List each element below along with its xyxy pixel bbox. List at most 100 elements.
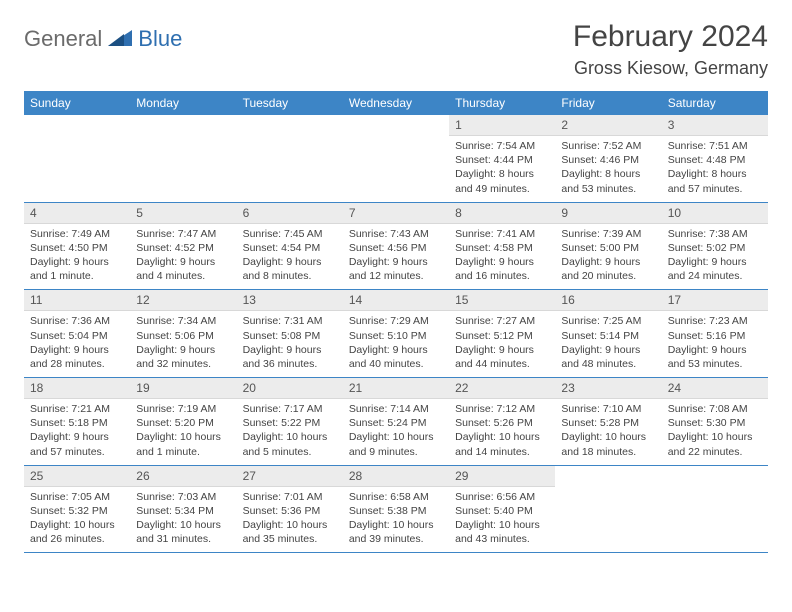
calendar-week-row: 1Sunrise: 7:54 AMSunset: 4:44 PMDaylight… bbox=[24, 115, 768, 202]
title-block: February 2024 Gross Kiesow, Germany bbox=[573, 20, 768, 79]
day-number-empty bbox=[130, 115, 236, 134]
calendar-day-cell: 9Sunrise: 7:39 AMSunset: 5:00 PMDaylight… bbox=[555, 202, 661, 290]
day-details: Sunrise: 7:49 AMSunset: 4:50 PMDaylight:… bbox=[24, 224, 130, 290]
day-number: 6 bbox=[237, 203, 343, 224]
calendar-day-cell: 12Sunrise: 7:34 AMSunset: 5:06 PMDayligh… bbox=[130, 290, 236, 378]
day-number: 12 bbox=[130, 290, 236, 311]
sunrise-text: Sunrise: 7:54 AM bbox=[455, 139, 549, 153]
sunset-text: Sunset: 5:24 PM bbox=[349, 416, 443, 430]
calendar-day-cell: 29Sunrise: 6:56 AMSunset: 5:40 PMDayligh… bbox=[449, 465, 555, 553]
calendar-day-cell bbox=[237, 115, 343, 202]
sunset-text: Sunset: 5:36 PM bbox=[243, 504, 337, 518]
day-details: Sunrise: 7:29 AMSunset: 5:10 PMDaylight:… bbox=[343, 311, 449, 377]
daylight-text: Daylight: 9 hours and 48 minutes. bbox=[561, 343, 655, 371]
day-details: Sunrise: 7:12 AMSunset: 5:26 PMDaylight:… bbox=[449, 399, 555, 465]
day-header: Tuesday bbox=[237, 91, 343, 115]
calendar-day-cell: 27Sunrise: 7:01 AMSunset: 5:36 PMDayligh… bbox=[237, 465, 343, 553]
day-details: Sunrise: 7:36 AMSunset: 5:04 PMDaylight:… bbox=[24, 311, 130, 377]
day-details: Sunrise: 6:56 AMSunset: 5:40 PMDaylight:… bbox=[449, 487, 555, 553]
calendar-day-cell bbox=[662, 465, 768, 553]
daylight-text: Daylight: 10 hours and 43 minutes. bbox=[455, 518, 549, 546]
sunset-text: Sunset: 4:54 PM bbox=[243, 241, 337, 255]
day-header: Wednesday bbox=[343, 91, 449, 115]
calendar-day-cell bbox=[343, 115, 449, 202]
day-details: Sunrise: 7:17 AMSunset: 5:22 PMDaylight:… bbox=[237, 399, 343, 465]
sunrise-text: Sunrise: 7:51 AM bbox=[668, 139, 762, 153]
day-number-empty bbox=[555, 466, 661, 485]
daylight-text: Daylight: 9 hours and 24 minutes. bbox=[668, 255, 762, 283]
sunrise-text: Sunrise: 7:23 AM bbox=[668, 314, 762, 328]
day-details: Sunrise: 7:19 AMSunset: 5:20 PMDaylight:… bbox=[130, 399, 236, 465]
sunrise-text: Sunrise: 7:19 AM bbox=[136, 402, 230, 416]
day-number: 13 bbox=[237, 290, 343, 311]
day-details: Sunrise: 7:34 AMSunset: 5:06 PMDaylight:… bbox=[130, 311, 236, 377]
sunrise-text: Sunrise: 7:10 AM bbox=[561, 402, 655, 416]
sunrise-text: Sunrise: 7:29 AM bbox=[349, 314, 443, 328]
daylight-text: Daylight: 9 hours and 28 minutes. bbox=[30, 343, 124, 371]
sunset-text: Sunset: 4:44 PM bbox=[455, 153, 549, 167]
sunset-text: Sunset: 5:20 PM bbox=[136, 416, 230, 430]
sunset-text: Sunset: 5:04 PM bbox=[30, 329, 124, 343]
calendar-day-cell: 11Sunrise: 7:36 AMSunset: 5:04 PMDayligh… bbox=[24, 290, 130, 378]
day-number: 24 bbox=[662, 378, 768, 399]
calendar-day-cell: 8Sunrise: 7:41 AMSunset: 4:58 PMDaylight… bbox=[449, 202, 555, 290]
day-header: Saturday bbox=[662, 91, 768, 115]
day-details: Sunrise: 7:05 AMSunset: 5:32 PMDaylight:… bbox=[24, 487, 130, 553]
sunset-text: Sunset: 5:40 PM bbox=[455, 504, 549, 518]
logo-text-general: General bbox=[24, 26, 102, 52]
sunset-text: Sunset: 5:32 PM bbox=[30, 504, 124, 518]
daylight-text: Daylight: 9 hours and 36 minutes. bbox=[243, 343, 337, 371]
calendar-day-cell: 23Sunrise: 7:10 AMSunset: 5:28 PMDayligh… bbox=[555, 378, 661, 466]
daylight-text: Daylight: 10 hours and 35 minutes. bbox=[243, 518, 337, 546]
calendar-week-row: 4Sunrise: 7:49 AMSunset: 4:50 PMDaylight… bbox=[24, 202, 768, 290]
calendar-day-cell: 14Sunrise: 7:29 AMSunset: 5:10 PMDayligh… bbox=[343, 290, 449, 378]
sunset-text: Sunset: 5:30 PM bbox=[668, 416, 762, 430]
sunset-text: Sunset: 5:18 PM bbox=[30, 416, 124, 430]
day-details: Sunrise: 7:31 AMSunset: 5:08 PMDaylight:… bbox=[237, 311, 343, 377]
calendar-day-cell: 24Sunrise: 7:08 AMSunset: 5:30 PMDayligh… bbox=[662, 378, 768, 466]
day-details: Sunrise: 7:52 AMSunset: 4:46 PMDaylight:… bbox=[555, 136, 661, 202]
sunrise-text: Sunrise: 7:52 AM bbox=[561, 139, 655, 153]
calendar-day-cell: 16Sunrise: 7:25 AMSunset: 5:14 PMDayligh… bbox=[555, 290, 661, 378]
daylight-text: Daylight: 10 hours and 1 minute. bbox=[136, 430, 230, 458]
day-number-empty bbox=[662, 466, 768, 485]
calendar-day-cell: 19Sunrise: 7:19 AMSunset: 5:20 PMDayligh… bbox=[130, 378, 236, 466]
sunrise-text: Sunrise: 7:31 AM bbox=[243, 314, 337, 328]
day-number: 27 bbox=[237, 466, 343, 487]
day-details: Sunrise: 7:54 AMSunset: 4:44 PMDaylight:… bbox=[449, 136, 555, 202]
day-number: 14 bbox=[343, 290, 449, 311]
sunset-text: Sunset: 4:58 PM bbox=[455, 241, 549, 255]
sunrise-text: Sunrise: 6:58 AM bbox=[349, 490, 443, 504]
calendar-day-cell: 4Sunrise: 7:49 AMSunset: 4:50 PMDaylight… bbox=[24, 202, 130, 290]
day-details: Sunrise: 7:38 AMSunset: 5:02 PMDaylight:… bbox=[662, 224, 768, 290]
day-header: Thursday bbox=[449, 91, 555, 115]
sunrise-text: Sunrise: 7:36 AM bbox=[30, 314, 124, 328]
sunrise-text: Sunrise: 7:41 AM bbox=[455, 227, 549, 241]
sunrise-text: Sunrise: 7:05 AM bbox=[30, 490, 124, 504]
day-number: 25 bbox=[24, 466, 130, 487]
calendar-day-cell: 5Sunrise: 7:47 AMSunset: 4:52 PMDaylight… bbox=[130, 202, 236, 290]
day-number: 3 bbox=[662, 115, 768, 136]
calendar-day-cell: 22Sunrise: 7:12 AMSunset: 5:26 PMDayligh… bbox=[449, 378, 555, 466]
sunrise-text: Sunrise: 7:47 AM bbox=[136, 227, 230, 241]
day-number: 5 bbox=[130, 203, 236, 224]
sunset-text: Sunset: 5:00 PM bbox=[561, 241, 655, 255]
daylight-text: Daylight: 10 hours and 5 minutes. bbox=[243, 430, 337, 458]
calendar-day-cell bbox=[555, 465, 661, 553]
sunrise-text: Sunrise: 7:25 AM bbox=[561, 314, 655, 328]
day-number: 9 bbox=[555, 203, 661, 224]
calendar-day-cell: 17Sunrise: 7:23 AMSunset: 5:16 PMDayligh… bbox=[662, 290, 768, 378]
sunset-text: Sunset: 5:26 PM bbox=[455, 416, 549, 430]
calendar-day-cell: 2Sunrise: 7:52 AMSunset: 4:46 PMDaylight… bbox=[555, 115, 661, 202]
day-header-row: SundayMondayTuesdayWednesdayThursdayFrid… bbox=[24, 91, 768, 115]
day-details: Sunrise: 7:27 AMSunset: 5:12 PMDaylight:… bbox=[449, 311, 555, 377]
sunset-text: Sunset: 5:14 PM bbox=[561, 329, 655, 343]
sunset-text: Sunset: 4:46 PM bbox=[561, 153, 655, 167]
day-details: Sunrise: 7:14 AMSunset: 5:24 PMDaylight:… bbox=[343, 399, 449, 465]
sunrise-text: Sunrise: 7:39 AM bbox=[561, 227, 655, 241]
day-header: Monday bbox=[130, 91, 236, 115]
location: Gross Kiesow, Germany bbox=[573, 58, 768, 79]
sunset-text: Sunset: 5:06 PM bbox=[136, 329, 230, 343]
sunset-text: Sunset: 5:28 PM bbox=[561, 416, 655, 430]
day-details: Sunrise: 7:51 AMSunset: 4:48 PMDaylight:… bbox=[662, 136, 768, 202]
